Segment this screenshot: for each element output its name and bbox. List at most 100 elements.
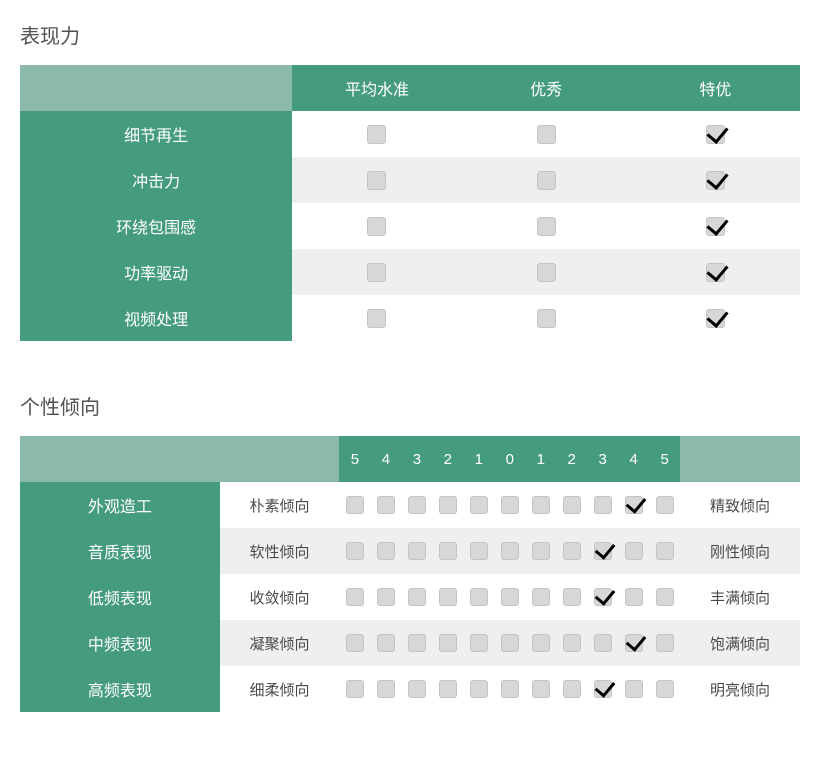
checkbox-unchecked-icon[interactable] [656,496,674,514]
tendency-right-label: 饱满倾向 [680,620,800,666]
tendency-scale-cell [401,482,432,528]
checkbox-unchecked-icon[interactable] [563,496,581,514]
checkbox-unchecked-icon[interactable] [408,680,426,698]
tendency-scale-header: 2 [432,436,463,482]
performance-corner-cell [20,65,292,111]
performance-cell [631,295,800,341]
checkbox-unchecked-icon[interactable] [501,542,519,560]
tendency-scale-cell [432,574,463,620]
tendency-scale-cell [618,528,649,574]
checkbox-unchecked-icon[interactable] [367,309,386,328]
checkbox-checked-icon[interactable] [706,263,725,282]
checkbox-unchecked-icon[interactable] [367,125,386,144]
tendency-left-spacer [220,436,340,482]
checkbox-unchecked-icon[interactable] [656,680,674,698]
checkbox-unchecked-icon[interactable] [439,588,457,606]
checkbox-unchecked-icon[interactable] [470,496,488,514]
checkbox-unchecked-icon[interactable] [563,634,581,652]
checkbox-unchecked-icon[interactable] [532,542,550,560]
checkbox-unchecked-icon[interactable] [625,588,643,606]
tendency-scale-header: 2 [556,436,587,482]
performance-cell [631,157,800,203]
checkbox-unchecked-icon[interactable] [346,496,364,514]
checkbox-unchecked-icon[interactable] [537,263,556,282]
performance-cell [292,295,461,341]
checkbox-unchecked-icon[interactable] [470,588,488,606]
checkbox-unchecked-icon[interactable] [346,634,364,652]
checkbox-checked-icon[interactable] [625,496,643,514]
checkbox-unchecked-icon[interactable] [377,496,395,514]
checkbox-unchecked-icon[interactable] [625,542,643,560]
checkbox-checked-icon[interactable] [594,588,612,606]
checkbox-unchecked-icon[interactable] [439,634,457,652]
checkbox-unchecked-icon[interactable] [408,634,426,652]
checkbox-unchecked-icon[interactable] [563,588,581,606]
checkbox-unchecked-icon[interactable] [470,634,488,652]
checkbox-unchecked-icon[interactable] [408,496,426,514]
checkbox-unchecked-icon[interactable] [532,496,550,514]
checkbox-unchecked-icon[interactable] [656,634,674,652]
checkbox-unchecked-icon[interactable] [563,680,581,698]
checkbox-unchecked-icon[interactable] [594,634,612,652]
checkbox-checked-icon[interactable] [706,171,725,190]
tendency-right-label: 精致倾向 [680,482,800,528]
checkbox-unchecked-icon[interactable] [346,542,364,560]
tendency-scale-cell [556,574,587,620]
checkbox-unchecked-icon[interactable] [346,680,364,698]
checkbox-unchecked-icon[interactable] [377,542,395,560]
checkbox-checked-icon[interactable] [625,634,643,652]
checkbox-unchecked-icon[interactable] [532,588,550,606]
tendency-scale-cell [649,620,680,666]
checkbox-unchecked-icon[interactable] [367,217,386,236]
checkbox-unchecked-icon[interactable] [594,496,612,514]
checkbox-checked-icon[interactable] [706,125,725,144]
checkbox-unchecked-icon[interactable] [625,680,643,698]
checkbox-unchecked-icon[interactable] [377,680,395,698]
tendency-scale-cell [649,574,680,620]
tendency-scale-cell [339,574,370,620]
tendency-scale-cell [339,482,370,528]
checkbox-unchecked-icon[interactable] [537,125,556,144]
checkbox-unchecked-icon[interactable] [470,680,488,698]
checkbox-unchecked-icon[interactable] [501,680,519,698]
checkbox-unchecked-icon[interactable] [470,542,488,560]
performance-cell [462,111,631,157]
checkbox-unchecked-icon[interactable] [501,588,519,606]
checkbox-unchecked-icon[interactable] [367,263,386,282]
checkbox-checked-icon[interactable] [594,680,612,698]
checkbox-checked-icon[interactable] [594,542,612,560]
checkbox-unchecked-icon[interactable] [377,634,395,652]
performance-row-label: 功率驱动 [20,249,292,295]
checkbox-unchecked-icon[interactable] [532,634,550,652]
checkbox-unchecked-icon[interactable] [501,496,519,514]
tendency-scale-cell [370,528,401,574]
checkbox-unchecked-icon[interactable] [532,680,550,698]
checkbox-unchecked-icon[interactable] [408,542,426,560]
checkbox-unchecked-icon[interactable] [439,542,457,560]
table-row: 低频表现收敛倾向丰满倾向 [20,574,800,620]
checkbox-unchecked-icon[interactable] [537,217,556,236]
tendency-scale-cell [432,482,463,528]
checkbox-unchecked-icon[interactable] [377,588,395,606]
tendency-row-label: 高频表现 [20,666,220,712]
performance-col-header: 优秀 [462,65,631,111]
checkbox-unchecked-icon[interactable] [537,309,556,328]
tendency-row-label: 外观造工 [20,482,220,528]
checkbox-unchecked-icon[interactable] [656,588,674,606]
checkbox-unchecked-icon[interactable] [501,634,519,652]
performance-cell [631,249,800,295]
checkbox-unchecked-icon[interactable] [656,542,674,560]
checkbox-unchecked-icon[interactable] [408,588,426,606]
tendency-scale-header: 1 [525,436,556,482]
checkbox-unchecked-icon[interactable] [537,171,556,190]
checkbox-unchecked-icon[interactable] [346,588,364,606]
checkbox-unchecked-icon[interactable] [439,680,457,698]
checkbox-checked-icon[interactable] [706,217,725,236]
checkbox-unchecked-icon[interactable] [367,171,386,190]
tendency-scale-cell [525,620,556,666]
tendency-title: 个性倾向 [20,391,795,420]
checkbox-unchecked-icon[interactable] [439,496,457,514]
checkbox-unchecked-icon[interactable] [563,542,581,560]
checkbox-checked-icon[interactable] [706,309,725,328]
tendency-scale-header: 3 [401,436,432,482]
